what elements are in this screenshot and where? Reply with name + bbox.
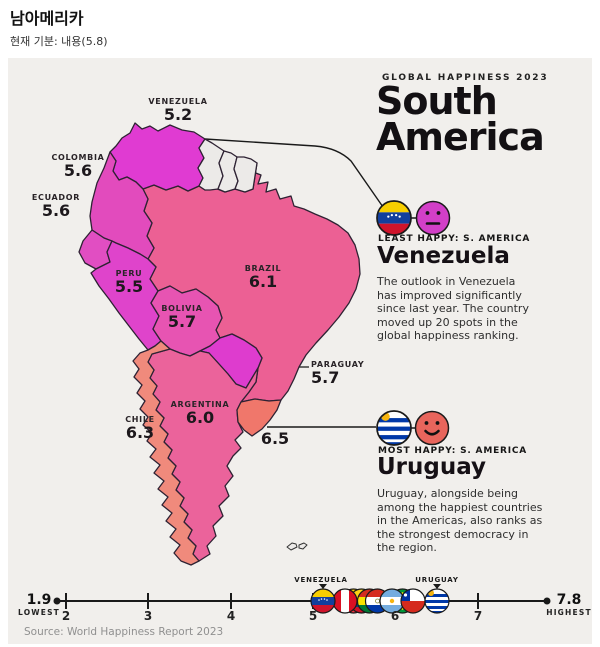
map-label-brazil: BRAZIL 6.1 — [244, 264, 282, 291]
map-label-ecuador: ECUADOR 5.6 — [31, 193, 81, 220]
scale-tick-6: 6 — [390, 609, 400, 623]
page-subtitle: 현재 기분: 내용(5.8) — [10, 35, 108, 48]
uruguay-flag-icon — [377, 411, 411, 446]
map-label-chile: CHILE 6.3 — [125, 415, 155, 442]
uruguay-scale-flag-icon — [425, 589, 449, 614]
scale-tick-2: 2 — [61, 609, 71, 623]
venezuela-marker-arrow — [319, 584, 327, 589]
infographic-title: South America — [376, 82, 545, 156]
map-label-peru: PERU 5.5 — [114, 269, 144, 296]
scale-min-value: 1.9 — [26, 592, 52, 608]
title-line-1: South — [376, 79, 498, 123]
map-label-colombia: COLOMBIA 5.6 — [51, 153, 105, 180]
scale-venezuela-label: VENEZUELA — [294, 576, 348, 584]
map-label-argentina: ARGENTINA 6.0 — [170, 400, 230, 427]
infographic-panel: GLOBAL HAPPINESS 2023 South America VENE… — [8, 58, 592, 644]
scale-max-caption: HIGHEST — [546, 608, 592, 617]
page-title: 남아메리카 — [10, 9, 84, 28]
most-happy-country: Uruguay — [377, 454, 487, 480]
happiness-scale — [53, 584, 551, 614]
scale-flags — [311, 589, 449, 614]
source-credit: Source: World Happiness Report 2023 — [24, 626, 224, 638]
least-happy-label: LEAST HAPPY: S. AMERICA — [378, 234, 531, 244]
south-america-map-canvas — [53, 122, 551, 644]
map-label-venezuela: VENEZUELA 5.2 — [148, 97, 208, 124]
map-label-bolivia: BOLIVIA 5.7 — [161, 304, 203, 331]
least-happy-description: The outlook in Venezuela has improved si… — [377, 275, 529, 342]
title-line-2: America — [376, 115, 545, 159]
venezuela-callout-line — [204, 138, 384, 208]
map-label-uruguay: 6.5 — [260, 429, 290, 448]
infographic-kicker: GLOBAL HAPPINESS 2023 — [382, 73, 549, 83]
most-happy-description: Uruguay, alongside being among the happi… — [377, 487, 543, 554]
least-happy-callout-icons — [377, 200, 451, 236]
peru-flag-icon — [333, 589, 357, 613]
falkland-islands — [286, 542, 308, 551]
scale-max-dot — [543, 597, 551, 605]
country-uruguay — [236, 398, 282, 437]
neutral-face-icon — [415, 200, 451, 236]
scale-max-value: 7.8 — [556, 592, 582, 608]
country-shapes — [78, 122, 361, 566]
map-label-paraguay: PARAGUAY 5.7 — [311, 360, 365, 387]
scale-tick-3: 3 — [143, 609, 153, 623]
scale-tick-4: 4 — [226, 609, 236, 623]
least-happy-country: Venezuela — [377, 243, 510, 269]
scale-tick-7: 7 — [473, 609, 483, 623]
scale-tick-5: 5 — [308, 609, 318, 623]
venezuela-flag-icon — [377, 201, 411, 235]
most-happy-callout-icons — [377, 410, 450, 446]
region-french-guiana — [233, 156, 258, 193]
scale-uruguay-label: URUGUAY — [415, 576, 459, 584]
most-happy-label: MOST HAPPY: S. AMERICA — [378, 446, 528, 456]
country-chile — [132, 340, 200, 566]
happy-face-icon — [414, 410, 450, 446]
region-guyana — [197, 138, 225, 191]
uruguay-marker-arrow — [433, 584, 441, 589]
scale-min-caption: LOWEST — [17, 608, 60, 617]
scale-min-dot — [53, 597, 61, 605]
